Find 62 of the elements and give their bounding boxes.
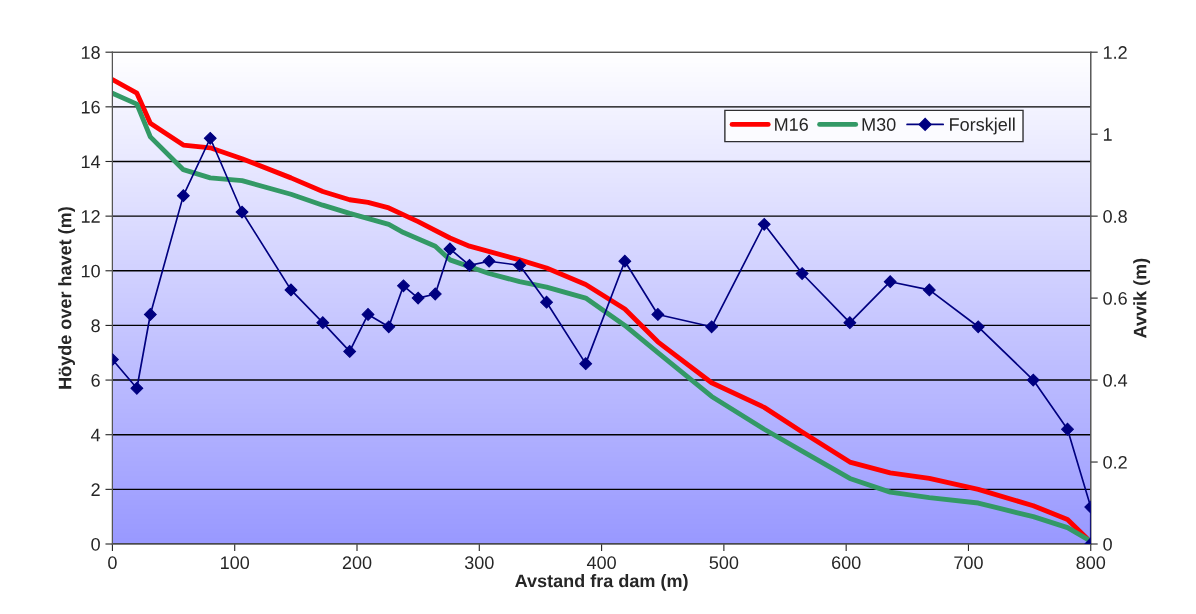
- point: [176, 189, 190, 203]
- y-tick-label: 0: [91, 537, 100, 551]
- x-tick-label: 700: [954, 556, 983, 570]
- y2-tick-label: 0: [1103, 537, 1112, 551]
- x-axis-title: Avstand fra dam (m): [515, 574, 688, 591]
- point: [411, 291, 425, 305]
- legend-label: Forskjell: [950, 117, 1015, 135]
- y-tick-label: 8: [91, 319, 100, 333]
- point: [795, 267, 809, 280]
- y2-axis-title: Avvik (m): [1133, 258, 1151, 338]
- x-tick-label: 0: [108, 556, 117, 570]
- y2-tick-label: 1: [1103, 128, 1112, 141]
- x-tick-label: 100: [221, 556, 250, 570]
- point: [343, 344, 357, 358]
- point: [443, 242, 457, 256]
- y2-tick-label: 0.6: [1103, 292, 1127, 305]
- x-tick-label: 800: [1076, 556, 1106, 570]
- point: [130, 381, 144, 395]
- y-axis-title: Höyde over havet (m): [58, 207, 75, 389]
- y-tick-label: 16: [81, 100, 100, 114]
- point: [883, 275, 897, 289]
- point: [513, 258, 527, 272]
- x-tick-label: 200: [342, 556, 372, 570]
- legend-label: M16: [775, 118, 808, 131]
- point: [971, 320, 985, 334]
- point: [705, 320, 719, 334]
- point: [463, 258, 476, 272]
- point: [757, 217, 771, 231]
- y-tick-label: 14: [81, 155, 101, 169]
- x-tick-label: 600: [832, 556, 861, 570]
- x-tick-label: 300: [464, 556, 494, 570]
- y-tick-label: 18: [81, 46, 100, 59]
- point: [922, 283, 936, 297]
- point: [579, 357, 593, 371]
- point: [361, 308, 375, 321]
- x-tick-label: 500: [709, 556, 739, 570]
- point: [235, 205, 249, 219]
- y2-tick-label: 0.4: [1103, 374, 1128, 387]
- point: [428, 287, 442, 301]
- point: [482, 254, 496, 268]
- point: [143, 308, 157, 321]
- point: [843, 316, 857, 330]
- point: [284, 283, 298, 297]
- y-tick-label: 10: [81, 264, 100, 278]
- y-tick-label: 12: [81, 210, 100, 223]
- legend-label: M30: [862, 118, 896, 131]
- y-tick-label: 6: [91, 374, 100, 387]
- point: [397, 279, 410, 293]
- point: [651, 308, 665, 321]
- x-tick-label: 400: [586, 556, 616, 570]
- point: [203, 131, 217, 145]
- point: [382, 320, 396, 334]
- point: [316, 316, 330, 330]
- y-tick-label: 4: [90, 428, 101, 442]
- point: [618, 254, 632, 268]
- y2-tick-label: 0.8: [1103, 210, 1127, 223]
- point: [1061, 422, 1074, 436]
- y2-tick-label: 0.2: [1103, 455, 1127, 469]
- y2-tick-label: 1.2: [1103, 46, 1127, 59]
- y-tick-label: 2: [91, 483, 100, 496]
- point: [540, 295, 553, 309]
- point: [1026, 373, 1040, 387]
